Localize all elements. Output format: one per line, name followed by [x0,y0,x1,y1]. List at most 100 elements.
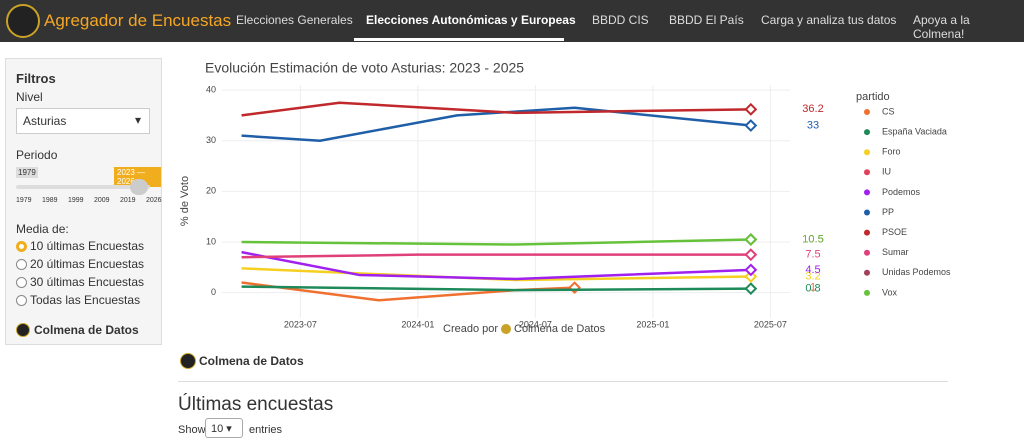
slider-tick: 1999 [68,197,84,204]
logo[interactable] [6,4,40,38]
y-tick-label: 10 [206,236,216,246]
legend-swatch [864,169,870,176]
active-indicator [354,38,564,41]
nav-item[interactable]: Apoya a la Colmena! [913,13,970,41]
legend-label: España Vaciada [882,126,947,136]
end-marker [744,282,758,296]
y-tick-label: 20 [206,186,216,196]
end-marker [744,248,758,262]
series-line [241,285,751,292]
end-marker [568,281,581,295]
slider-range: 2023 — 2026 [114,167,161,187]
nav-item[interactable]: Elecciones Autonómicas y Europeas [366,13,576,27]
series-line [241,253,751,259]
legend-label: CS [882,106,895,116]
end-label: 3.2 [805,270,820,282]
legend-swatch [864,269,870,276]
divider [178,381,948,382]
slider-handle[interactable] [130,179,148,195]
slider-min: 1979 [16,167,38,178]
end-label: 4.5 [805,264,820,276]
radio-label[interactable]: 20 últimas Encuestas [30,257,145,271]
slider-tick: 2019 [120,197,136,204]
radio[interactable] [16,277,27,288]
table-title: Últimas encuestas [178,394,334,415]
end-label: 10.5 [802,233,823,245]
x-tick-label: 2023-07 [284,319,317,329]
icon [180,353,196,369]
section-title: Colmena de Datos [199,354,304,368]
end-label: 10.5 [802,233,823,245]
radio-label[interactable]: 30 últimas Encuestas [30,275,145,289]
label: Media de: [16,222,69,236]
length-value: 10 [211,423,224,435]
end-label: 33 [807,119,819,131]
slider-tick: 1989 [42,197,58,204]
bee-icon [501,324,511,334]
y-tick-label: 30 [206,135,216,145]
legend-swatch [864,129,870,136]
legend-label: IU [882,167,891,177]
nav-item[interactable]: Elecciones Generales [236,13,353,27]
legend-label: PP [882,207,894,217]
length-select[interactable]: 10 ▾ [205,418,243,438]
slider-tick: 2009 [94,197,110,204]
radio[interactable] [16,241,27,252]
legend-label: Sumar [882,247,909,257]
nav-item[interactable]: Carga y analiza tus datos [761,13,897,27]
end-label: 36.2 [802,103,823,115]
y-tick-label: 0 [211,287,216,297]
legend-swatch [864,249,870,256]
y-tick-label: 40 [206,84,216,94]
icon [16,323,30,337]
end-marker [744,233,758,246]
series-line [241,101,751,117]
credit: Colmena de Datos [514,323,606,335]
legend-swatch [864,229,870,236]
end-label: 7.5 [805,249,820,261]
series-line [241,281,575,302]
radio[interactable] [16,259,27,270]
end-marker [744,263,758,277]
legend-label: PSOE [882,227,907,237]
end-marker [744,233,758,246]
legend-label: Vox [882,287,898,297]
end-label: 1 [810,282,816,294]
radio[interactable] [16,295,27,306]
navbar: Agregador de Encuestas Elecciones Genera… [0,0,1024,42]
series-line [241,106,751,142]
brand[interactable]: Agregador de Encuestas [44,11,232,30]
legend-swatch [864,289,870,296]
show-label: Show [178,424,206,436]
sidebar-footer[interactable]: Colmena de Datos [34,323,139,337]
select-value: Asturias [23,114,67,128]
caret: ▾ [134,113,141,127]
legend-swatch [864,209,870,216]
chart-title: Evolución Estimación de voto Asturias: 2… [205,60,524,76]
sidebar: Filtros Nivel Asturias ▾ Periodo 1979 202… [5,58,162,345]
label: Periodo [16,148,58,162]
end-label: 0.8 [805,283,820,295]
slider-track[interactable] [16,185,150,189]
nav-item[interactable]: BBDD CIS [592,13,649,27]
radio-group: 10 últimas Encuestas 20 últimas Encuestas… [16,239,156,311]
level-select[interactable]: Asturias ▾ [16,108,150,134]
legend-title: partido [856,91,890,103]
x-tick-label: 2024-01 [401,319,434,329]
series-line [241,250,751,281]
x-axis-label: Creado por [443,323,498,335]
label: Nivel [16,90,43,104]
entries-label: entries [249,424,283,436]
legend-swatch [864,189,870,196]
x-tick-label: 2025-01 [636,319,669,329]
radio-label[interactable]: 10 últimas Encuestas [30,239,145,253]
series-line [241,238,751,246]
radio-label[interactable]: Todas las Encuestas [30,293,141,307]
legend-swatch [864,109,870,115]
nav-item[interactable]: BBDD El País [669,13,744,27]
sidebar-title: Filtros [16,71,56,86]
legend-swatch [864,149,870,156]
slider-ticks: 1979 1989 1999 2009 2019 2026 [16,197,162,207]
